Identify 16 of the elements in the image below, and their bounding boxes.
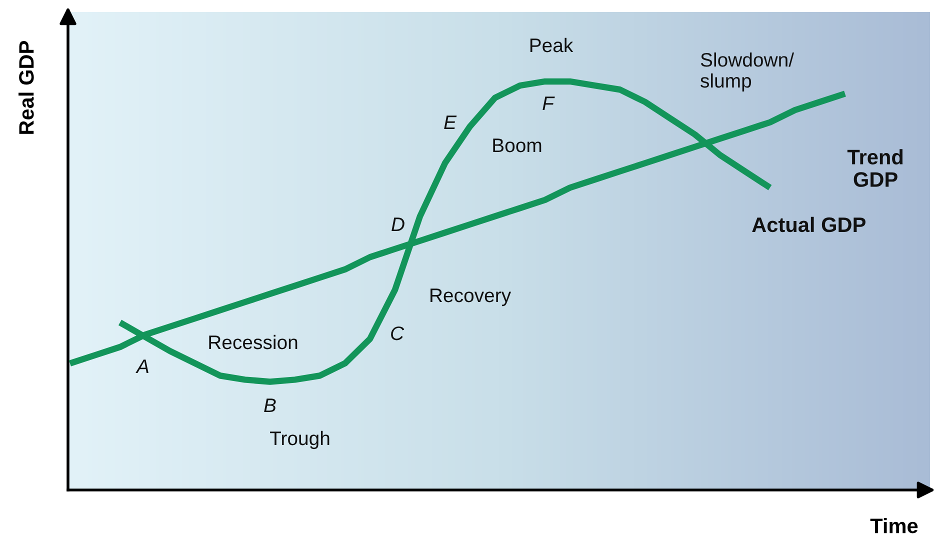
annotation: E [444, 116, 457, 130]
annotation: F [542, 96, 555, 110]
annotation: C [391, 326, 404, 340]
x-axis-title: Time [870, 518, 918, 534]
annotation: Trough [270, 430, 330, 450]
annotation: Recovery [430, 288, 512, 306]
annotation: Recession [209, 334, 298, 350]
text: Trend GDP [847, 149, 903, 187]
annotation: Slowdown/ slump [700, 52, 794, 92]
annotation: B [264, 398, 276, 412]
series-label: Actual GDP [752, 216, 866, 232]
text: Peak [530, 38, 574, 52]
annotation: D [392, 218, 404, 232]
annotation: A [136, 360, 148, 374]
y-axis-title: Real GDP [18, 41, 34, 134]
annotation: Boom [493, 138, 542, 152]
